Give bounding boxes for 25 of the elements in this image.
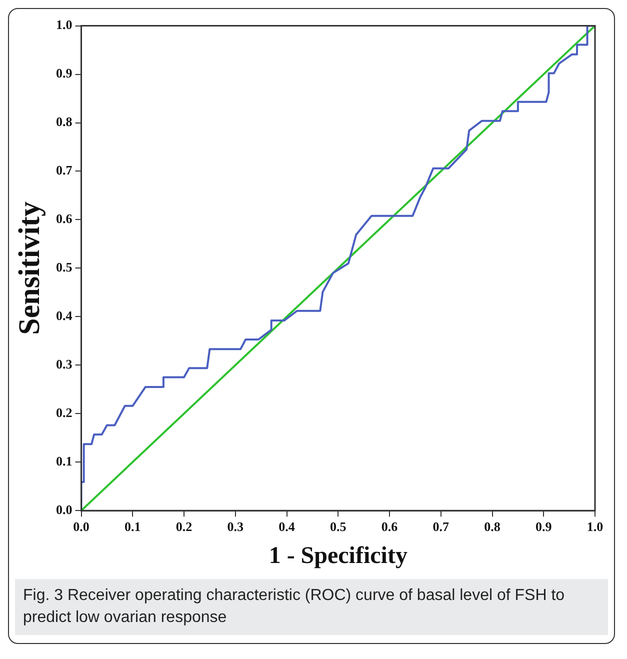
y-axis-title: Sensitivity bbox=[12, 202, 46, 335]
y-tick-label: 0.3 bbox=[56, 356, 73, 372]
y-tick-label: 0.6 bbox=[56, 211, 73, 226]
x-tick-label: 0.5 bbox=[330, 518, 347, 534]
x-axis-title: 1 - Specificity bbox=[268, 542, 408, 569]
x-tick-label: 0.8 bbox=[484, 518, 501, 534]
x-tick-label: 0.2 bbox=[176, 518, 192, 534]
x-tick-label: 1.0 bbox=[586, 518, 604, 534]
y-tick-label: 0.4 bbox=[56, 308, 73, 324]
x-tick-label: 0.6 bbox=[381, 518, 398, 534]
y-tick-label: 1.0 bbox=[56, 17, 72, 32]
y-tick-label: 0.8 bbox=[56, 114, 73, 130]
x-tick-label: 0.4 bbox=[278, 518, 296, 534]
y-tick-label: 0.1 bbox=[56, 453, 72, 468]
y-tick-label: 0.2 bbox=[56, 405, 72, 420]
x-tick-label: 0.7 bbox=[432, 518, 450, 534]
x-tick-label: 0.1 bbox=[124, 518, 141, 534]
y-tick-label: 0.0 bbox=[56, 502, 72, 517]
y-tick-label: 0.9 bbox=[56, 66, 73, 81]
x-tick-label: 0.3 bbox=[227, 518, 244, 534]
y-tick-label: 0.5 bbox=[56, 260, 73, 275]
y-tick-label: 0.7 bbox=[56, 162, 73, 178]
caption: Fig. 3 Receiver operating characteristic (ROC) curve of basal level of FSH to predict low ovarian response bbox=[23, 586, 566, 628]
x-tick-label: 0.9 bbox=[536, 518, 552, 534]
x-tick-label: 0.0 bbox=[73, 518, 90, 534]
